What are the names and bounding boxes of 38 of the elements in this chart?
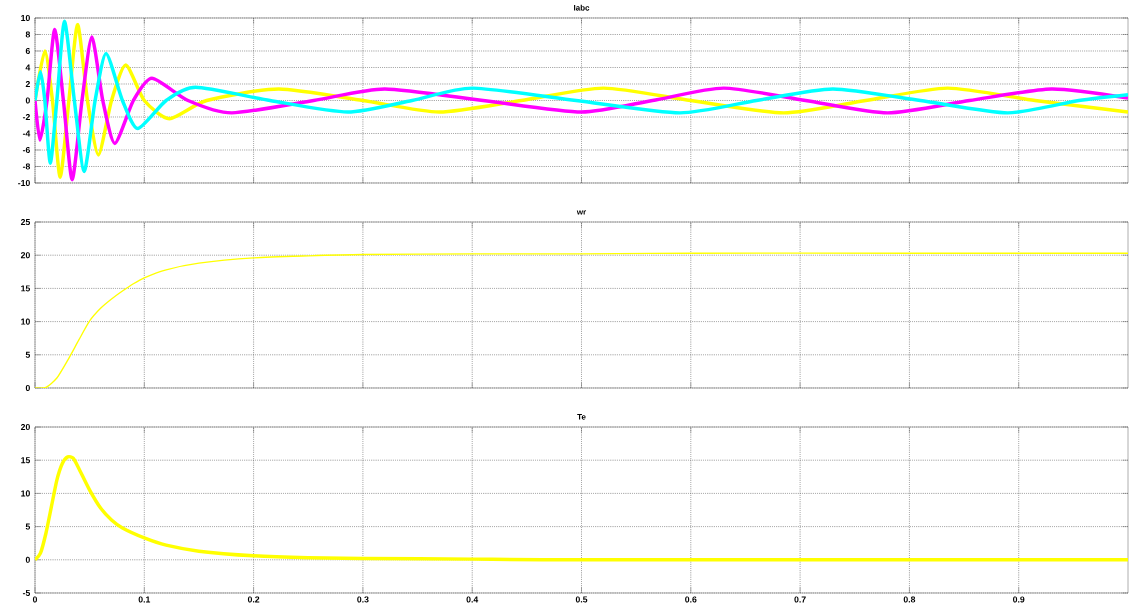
x-tick-label: 0.6: [685, 596, 697, 603]
x-tick-label: 0.4: [466, 596, 479, 603]
x-tick-label: 0.1: [138, 596, 151, 603]
y-tick-label: 25: [20, 218, 31, 226]
y-tick-label: 15: [21, 285, 31, 292]
chart-title: wr: [576, 210, 587, 215]
y-tick-label: 0: [25, 97, 30, 104]
x-tick-label: 0.5: [575, 596, 588, 603]
x-tick-label: 0.8: [903, 596, 916, 603]
y-tick-label: -8: [22, 163, 31, 170]
y-tick-label: 20: [20, 423, 30, 431]
y-tick-label: 4: [25, 64, 31, 71]
y-tick-label: 0: [25, 384, 30, 392]
y-tick-label: 6: [25, 47, 30, 55]
y-tick-label: 20: [20, 252, 30, 259]
y-tick-label: 5: [25, 351, 31, 358]
y-tick-label: 5: [25, 523, 31, 530]
y-tick-label: 10: [21, 490, 30, 497]
line-series: [35, 455, 1129, 562]
y-tick-label: 2: [25, 80, 30, 88]
x-tick-label: 0.3: [357, 596, 369, 603]
x-tick-label: 0.9: [1013, 596, 1025, 603]
y-tick-label: -6: [22, 146, 30, 154]
y-tick-label: -10: [18, 179, 30, 187]
y-tick-label: 0: [25, 556, 30, 563]
y-tick-label: -2: [22, 113, 30, 121]
y-tick-label: 15: [21, 457, 31, 464]
x-tick-label: 0.2: [247, 596, 260, 603]
y-tick-label: -4: [22, 130, 31, 137]
y-tick-label: -5: [22, 589, 31, 597]
line-series: [35, 252, 1129, 388]
chart-title: Iabc: [574, 4, 590, 11]
y-tick-label: 8: [25, 31, 31, 38]
chart-title: Te: [577, 414, 586, 420]
x-tick-label: 0.7: [794, 596, 806, 603]
x-tick-label: 0: [32, 596, 38, 603]
y-tick-label: 10: [21, 318, 30, 325]
y-tick-label: 10: [21, 14, 30, 22]
